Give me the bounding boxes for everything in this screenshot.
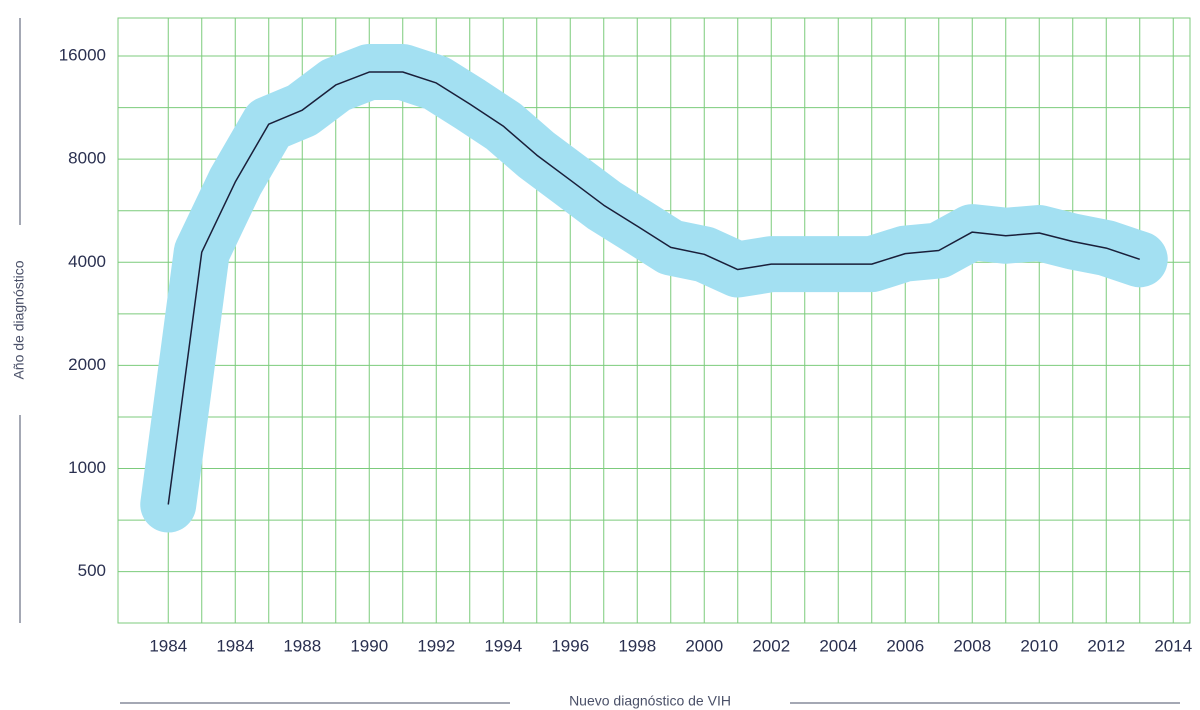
x-tick-label: 1988 [283, 636, 321, 655]
x-tick-label: 1984 [216, 636, 254, 655]
x-tick-label: 1984 [149, 636, 187, 655]
x-tick-label: 1990 [350, 636, 388, 655]
x-tick-label: 2006 [886, 636, 924, 655]
line [167, 71, 1140, 505]
x-axis-label: Nuevo diagnóstico de VIH [569, 693, 731, 709]
x-tick-label: 1996 [551, 636, 589, 655]
x-tick-label: 2008 [953, 636, 991, 655]
x-tick-label: 1998 [618, 636, 656, 655]
line-halo [140, 44, 1168, 533]
y-tick-label: 500 [78, 561, 106, 580]
x-tick-label: 2004 [819, 636, 857, 655]
plot-frame [117, 17, 1191, 624]
x-tick-label: 2000 [685, 636, 723, 655]
x-tick-label: 2012 [1087, 636, 1125, 655]
x-tick-label: 2010 [1020, 636, 1058, 655]
y-tick-label: 1000 [68, 458, 106, 477]
x-tick-label: 1992 [417, 636, 455, 655]
y-tick-label: 8000 [68, 149, 106, 168]
y-axis-label: Año de diagnóstico [11, 260, 27, 379]
x-tick-label: 2014 [1154, 636, 1192, 655]
x-tick-label: 1994 [484, 636, 522, 655]
x-tick-label: 2002 [752, 636, 790, 655]
y-tick-label: 2000 [68, 355, 106, 374]
y-tick-label: 4000 [68, 252, 106, 271]
y-tick-label: 16000 [59, 46, 106, 65]
